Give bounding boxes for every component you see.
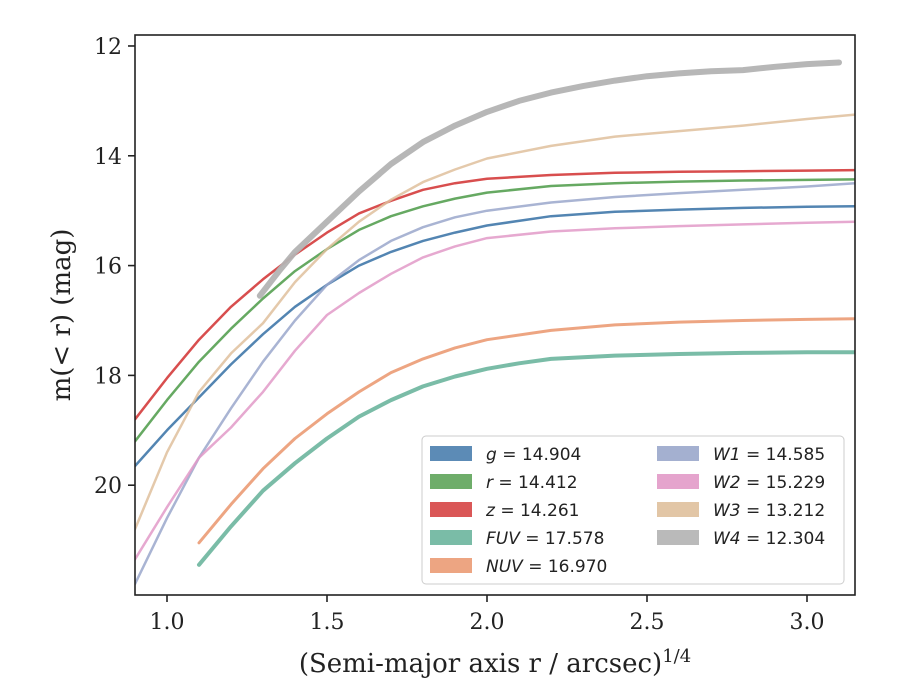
legend-swatch-w1 <box>657 446 699 461</box>
series-layer <box>135 59 855 586</box>
legend-swatch-g <box>430 446 472 461</box>
legend-swatch-z <box>430 502 472 517</box>
series-line-r <box>135 178 855 443</box>
legend-label-g: g = 14.904 <box>486 445 581 465</box>
legend: g = 14.904 r = 14.412 z = 14.261 FUV = 17.5… <box>421 435 845 585</box>
legend-swatch-nuv <box>430 558 472 573</box>
legend-swatch-w4 <box>657 530 699 545</box>
series-line-w4 <box>256 59 842 299</box>
series-line-w2 <box>135 220 855 561</box>
legend-box <box>421 435 845 585</box>
ticks-layer: 1.0 1.5 2.0 2.5 3.0 12 14 16 18 20 <box>94 35 825 635</box>
y-axis-label: m(< r) (mag) <box>47 229 77 402</box>
series-line-nuv <box>197 317 855 545</box>
legend-swatch-w2 <box>657 474 699 489</box>
legend-label-r: r = 14.412 <box>486 473 578 493</box>
legend-swatch-fuv <box>430 530 472 545</box>
series-line-w3 <box>135 113 855 531</box>
legend-label-w1: W1 = 14.585 <box>713 445 825 465</box>
legend-swatch-w3 <box>657 502 699 517</box>
legend-swatch-r <box>430 474 472 489</box>
legend-label-w4: W4 = 12.304 <box>713 529 825 549</box>
x-tick-label: 2.0 <box>470 610 505 635</box>
legend-label-fuv: FUV = 17.578 <box>486 529 604 549</box>
y-tick-label: 18 <box>94 364 122 389</box>
x-tick-label: 1.5 <box>310 610 345 635</box>
y-tick-label: 20 <box>94 474 122 499</box>
plot-frame <box>134 34 856 596</box>
y-tick-label: 16 <box>94 255 122 280</box>
x-tick-label: 3.0 <box>790 610 825 635</box>
x-axis-label: (Semi-major axis r / arcsec)1/4 <box>299 646 691 679</box>
legend-label-nuv: NUV = 16.970 <box>486 557 607 577</box>
x-axis-label-exponent: 1/4 <box>662 646 691 667</box>
x-tick-label: 1.0 <box>150 610 185 635</box>
legend-label-w2: W2 = 15.229 <box>713 473 825 493</box>
x-tick-label: 2.5 <box>630 610 665 635</box>
series-line-z <box>135 168 855 421</box>
legend-label-w3: W3 = 13.212 <box>713 501 825 521</box>
series-line-g <box>135 205 855 468</box>
y-tick-label: 12 <box>94 35 122 60</box>
series-line-w1 <box>135 181 855 586</box>
y-tick-label: 14 <box>94 145 122 170</box>
series-line-fuv <box>197 350 855 567</box>
legend-label-z: z = 14.261 <box>485 501 579 521</box>
